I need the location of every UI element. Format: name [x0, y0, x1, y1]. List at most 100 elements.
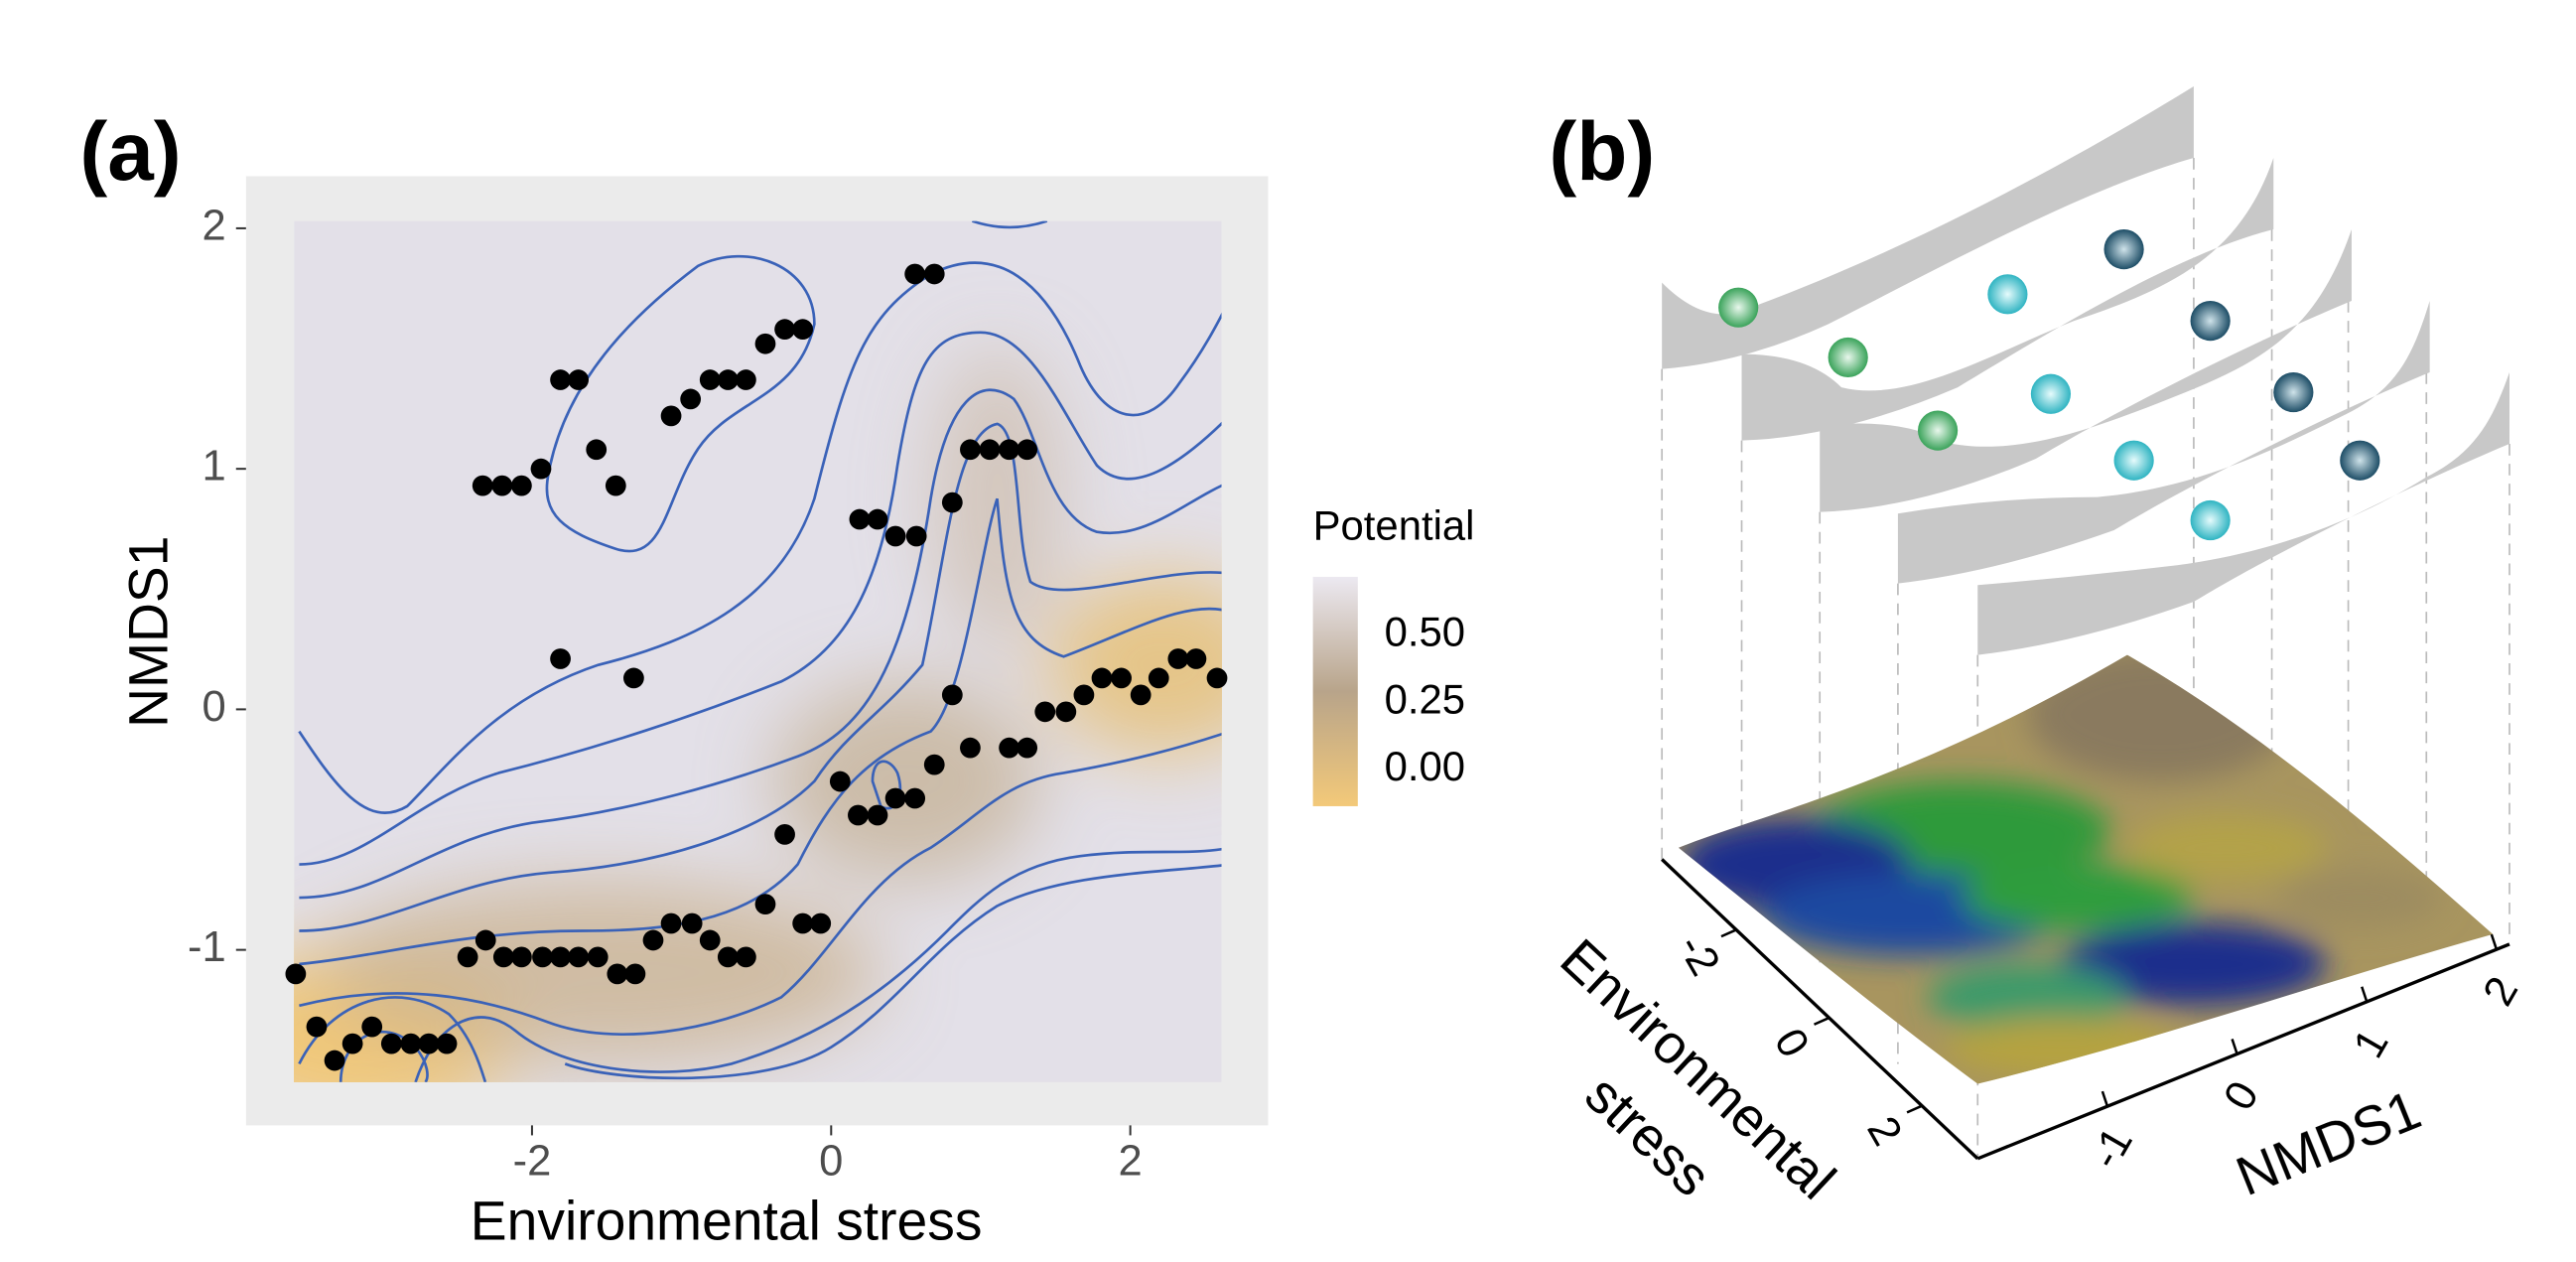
point: [530, 458, 552, 480]
point: [1185, 648, 1207, 669]
point: [867, 804, 888, 826]
point: [550, 946, 571, 968]
point: [904, 787, 926, 809]
point: [568, 946, 590, 968]
point: [774, 823, 795, 845]
point: [681, 912, 703, 934]
point: [491, 475, 513, 496]
point: [1073, 684, 1095, 706]
point: [867, 508, 888, 530]
balls: [1718, 229, 2380, 541]
point: [1017, 439, 1038, 461]
point: [1017, 737, 1038, 759]
point: [285, 963, 307, 985]
point: [586, 439, 608, 461]
point: [607, 963, 628, 985]
point: [1111, 667, 1132, 689]
point: [472, 475, 493, 496]
point: [960, 439, 981, 461]
x-tick-label: 0: [1765, 1021, 1819, 1065]
point: [1091, 667, 1113, 689]
point: [904, 263, 926, 285]
x-tick-label: 2: [1119, 1137, 1143, 1185]
y-tick: [2490, 933, 2499, 950]
colorbar-tick-label: 0.00: [1385, 743, 1465, 789]
point: [829, 771, 851, 792]
x-tick-label: -2: [1669, 926, 1729, 984]
colorbar-tick-label: 0.50: [1385, 609, 1465, 655]
point: [699, 929, 721, 951]
x-tick: [1720, 928, 1737, 938]
point: [475, 929, 496, 951]
y-tick-label: 1: [203, 443, 226, 491]
colorbar-title: Potential: [1313, 501, 1475, 548]
point: [492, 946, 514, 968]
panel-label: (b): [1549, 104, 1655, 198]
point: [736, 946, 756, 968]
point: [550, 369, 571, 390]
point: [624, 963, 646, 985]
point: [324, 1050, 345, 1071]
x-tick: [1814, 1016, 1830, 1026]
point: [511, 475, 532, 496]
point: [979, 439, 1001, 461]
y-tick-label: 2: [203, 202, 226, 249]
point: [532, 946, 553, 968]
point: [884, 787, 906, 809]
point: [999, 439, 1019, 461]
y-tick: [2231, 1039, 2238, 1054]
panel-label: (a): [79, 104, 181, 198]
point: [587, 946, 609, 968]
point: [400, 1033, 422, 1054]
point: [905, 525, 927, 547]
point: [941, 491, 963, 513]
point: [1034, 701, 1056, 723]
point: [699, 369, 721, 390]
point: [923, 754, 945, 775]
point: [361, 1016, 383, 1038]
x-tick: [1906, 1104, 1923, 1114]
y-tick-label: 1: [2345, 1022, 2398, 1066]
point: [1148, 667, 1169, 689]
point: [941, 684, 963, 706]
potential-ridges: [1662, 86, 2509, 655]
point: [380, 1033, 402, 1054]
point: [999, 737, 1019, 759]
y-tick-label: 0: [2215, 1073, 2268, 1118]
y-tick-label: 0: [203, 683, 226, 731]
point: [418, 1033, 440, 1054]
point: [1167, 648, 1189, 669]
point: [1055, 701, 1077, 723]
point: [717, 369, 739, 390]
point: [457, 946, 478, 968]
point: [341, 1033, 363, 1054]
point: [792, 319, 814, 341]
heatmap: [294, 220, 1222, 1082]
x-tick-label: 0: [819, 1137, 843, 1185]
point: [736, 369, 756, 390]
point: [568, 369, 590, 390]
point: [774, 319, 795, 341]
point: [848, 804, 869, 826]
point: [717, 946, 739, 968]
y-tick-label: -1: [2082, 1120, 2142, 1178]
point: [605, 475, 626, 496]
x-axis-title: Environmental stress: [471, 1190, 983, 1251]
point: [754, 894, 776, 914]
point: [810, 912, 832, 934]
x-tick-label: 2: [1857, 1109, 1911, 1154]
point: [1206, 667, 1228, 689]
point: [960, 737, 981, 759]
point: [550, 648, 571, 669]
y-tick: [2101, 1090, 2109, 1107]
y-tick: [2361, 986, 2369, 1003]
point: [642, 929, 664, 951]
point: [436, 1033, 458, 1054]
point: [884, 525, 906, 547]
colorbar-tick-label: 0.25: [1385, 675, 1465, 722]
point: [849, 508, 871, 530]
point: [1130, 684, 1152, 706]
point: [660, 405, 682, 427]
point: [306, 1016, 328, 1038]
